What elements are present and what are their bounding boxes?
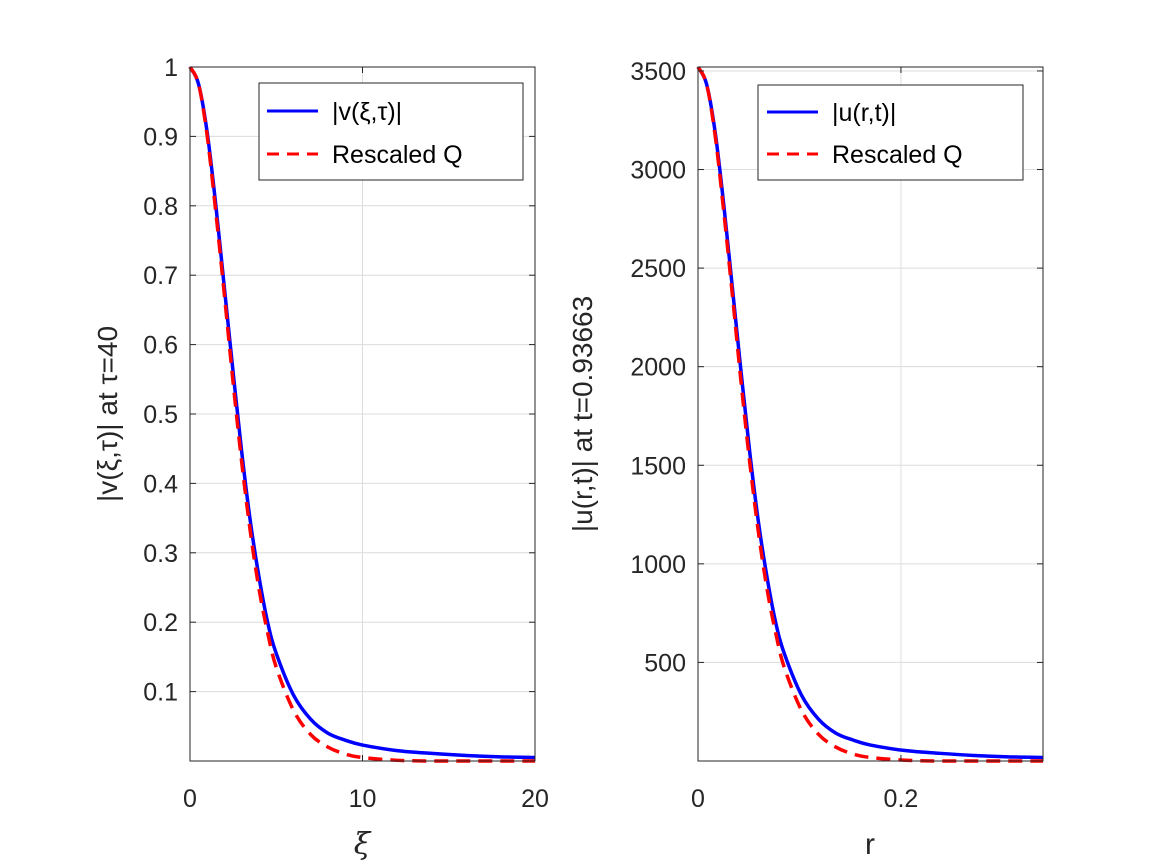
right-y-tick-label: 2500: [630, 255, 686, 283]
left-y-tick-label: 0.5: [143, 401, 178, 429]
left-y-tick-label: 0.7: [143, 262, 178, 290]
right-y-tick-label: 1500: [630, 452, 686, 480]
left-y-tick-label: 0.3: [143, 540, 178, 568]
left-plot-panel: 0.10.20.30.40.50.60.70.80.910 10 20 |v(ξ,τ…: [92, 54, 549, 862]
right-x-tick-label: 0.2: [884, 785, 919, 813]
right-y-tick-label: 2000: [630, 354, 686, 382]
left-x-axis-label: ξ: [354, 827, 372, 862]
left-y-tick-label: 0.6: [143, 332, 178, 360]
right-legend-box: [757, 84, 1024, 181]
right-axes-box: [697, 66, 1044, 762]
right-y-tick-label: 3500: [630, 58, 686, 86]
left-y-tick-label: 0.1: [143, 679, 178, 707]
right-legend-label-series2: Rescaled Q: [832, 141, 963, 169]
left-ticks: 0.10.20.30.40.50.60.70.80.910 10 20: [143, 54, 549, 813]
right-y-tick-label: 1000: [630, 551, 686, 579]
right-plot-area: [698, 67, 1043, 761]
left-legend-box: [258, 82, 524, 181]
left-y-axis-label: |v(ξ,τ)| at τ=40: [92, 326, 123, 502]
right-legend: |u(r,t)| Rescaled Q: [757, 84, 1024, 181]
left-y-tick-label: 0.9: [143, 123, 178, 151]
left-x-tick-label: 20: [521, 785, 549, 813]
right-legend-label-series1: |u(r,t)|: [832, 99, 896, 127]
left-x-tick-label: 0: [183, 785, 197, 813]
right-x-axis-label: r: [865, 828, 875, 861]
right-y-axis-label: |u(r,t)| at t=0.93663: [567, 296, 598, 532]
left-x-tick-label: 10: [349, 785, 377, 813]
right-plot-panel: 500 1000 1500 2000 2500 3000 3500 0 0.2 |u(r,t)|…: [567, 58, 1044, 861]
right-y-tick-label: 500: [644, 649, 686, 677]
left-legend-label-series1: |v(ξ,τ)|: [332, 98, 402, 126]
left-y-tick-label: 0.4: [143, 470, 178, 498]
right-y-tick-label: 3000: [630, 157, 686, 185]
left-y-tick-label: 1: [164, 54, 178, 82]
right-ticks: 500 1000 1500 2000 2500 3000 3500 0 0.2: [630, 58, 1043, 813]
left-y-tick-label: 0.8: [143, 193, 178, 221]
left-y-tick-label: 0.2: [143, 609, 178, 637]
left-legend-label-series2: Rescaled Q: [332, 141, 463, 169]
left-legend: |v(ξ,τ)| Rescaled Q: [258, 82, 524, 181]
right-x-tick-label: 0: [691, 785, 705, 813]
